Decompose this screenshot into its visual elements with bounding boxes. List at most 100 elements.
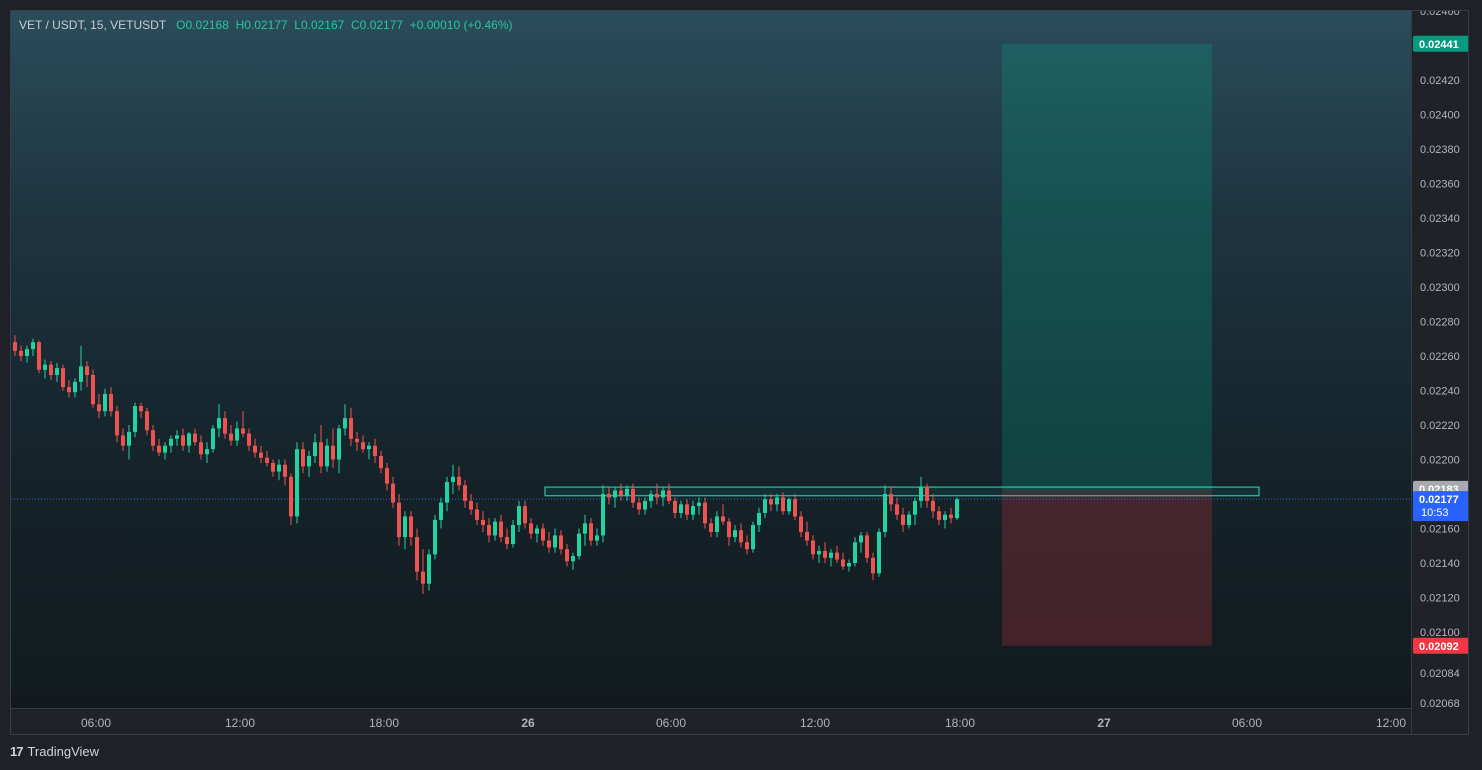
candle-body — [823, 550, 827, 558]
candle-body — [115, 411, 119, 436]
candle-body — [709, 523, 713, 532]
candle-body — [415, 537, 419, 572]
tradingview-brand[interactable]: 17 TradingView — [10, 744, 99, 759]
candle-body — [763, 499, 767, 513]
candle-body — [721, 516, 725, 522]
candle-body — [271, 462, 275, 472]
price-tick-label: 0.02200 — [1420, 455, 1460, 467]
price-tick-label: 0.02120 — [1420, 593, 1460, 605]
candle-body — [265, 457, 269, 463]
candle-body — [475, 509, 479, 520]
candle-body — [247, 433, 251, 446]
candle-body — [307, 456, 311, 467]
candle-body — [583, 523, 587, 534]
candle-body — [817, 550, 821, 555]
ohlc-change: +0.00010 (+0.46%) — [409, 18, 513, 32]
price-tick-label: 0.02420 — [1420, 75, 1460, 87]
candle-body — [145, 411, 149, 431]
chart-frame[interactable]: 0.024600.024400.024200.024000.023800.023… — [10, 10, 1469, 735]
candle-body — [811, 540, 815, 555]
candle-body — [661, 490, 665, 498]
plot-area[interactable] — [11, 11, 1411, 708]
time-axis[interactable]: 06:00 12:00 18:00 26 06:00 12:00 18:00 27 06:00 1… — [11, 708, 1411, 734]
candle-body — [91, 374, 95, 405]
candle-body — [61, 368, 65, 388]
candle-body — [355, 438, 359, 443]
candle-body — [439, 502, 443, 520]
candle-body — [727, 521, 731, 538]
time-tick-label: 18:00 — [945, 716, 975, 730]
candle-body — [67, 387, 71, 393]
brand-name: TradingView — [27, 744, 100, 759]
candle-body — [421, 571, 425, 584]
candle-body — [589, 523, 593, 541]
time-tick-label: 12:00 — [1376, 716, 1406, 730]
price-tick-label: 0.02400 — [1420, 110, 1460, 122]
candle-body — [697, 502, 701, 507]
candle-body — [847, 563, 851, 567]
ohlc-close: C0.02177 — [351, 18, 404, 32]
time-tick-label: 06:00 — [656, 716, 686, 730]
candle-body — [577, 533, 581, 557]
candle-body — [319, 442, 323, 467]
candle-body — [151, 430, 155, 446]
time-tick-label: 06:00 — [81, 716, 111, 730]
candle-body — [679, 504, 683, 513]
candle-body — [505, 537, 509, 545]
candle-body — [625, 488, 629, 496]
candle-body — [799, 516, 803, 532]
candle-body — [601, 494, 605, 536]
candle-body — [373, 445, 377, 457]
candle-body — [379, 456, 383, 469]
candle-body — [139, 406, 143, 412]
candlestick-chart[interactable] — [11, 11, 1411, 708]
candle-body — [769, 499, 773, 505]
candle-body — [637, 502, 641, 510]
candle-body — [427, 554, 431, 584]
candle-body — [745, 542, 749, 550]
candle-body — [127, 431, 131, 446]
candle-body — [907, 514, 911, 526]
symbol-label[interactable]: VET / USDT, 15, VETUSDT — [19, 18, 167, 32]
time-tick-label: 18:00 — [369, 716, 399, 730]
candle-body — [409, 516, 413, 538]
candle-body — [73, 381, 77, 393]
candle-body — [313, 442, 317, 457]
current-price-tag-bg — [1413, 491, 1468, 522]
candle-body — [343, 418, 347, 429]
resistance-zone — [544, 486, 1260, 497]
candle-body — [841, 559, 845, 567]
candle-body — [49, 364, 53, 375]
price-tick-label: 0.02160 — [1420, 524, 1460, 536]
time-tick-label: 12:00 — [800, 716, 830, 730]
candle-body — [109, 393, 113, 412]
stop-price-tag-bg — [1413, 637, 1468, 654]
candle-body — [445, 481, 449, 503]
candle-body — [97, 404, 101, 412]
candle-body — [217, 418, 221, 429]
ohlc-open: O0.02168 — [176, 18, 229, 32]
candle-body — [547, 540, 551, 548]
candle-body — [487, 525, 491, 536]
candle-body — [169, 438, 173, 446]
candle-body — [337, 428, 341, 460]
candle-body — [919, 487, 923, 501]
candle-body — [361, 442, 365, 450]
candle-body — [469, 500, 473, 510]
candle-body — [703, 502, 707, 524]
candle-body — [223, 418, 227, 434]
candle-body — [391, 483, 395, 503]
price-tick-label: 0.02340 — [1420, 213, 1460, 225]
candle-body — [187, 433, 191, 446]
candle-body — [181, 435, 185, 446]
candle-body — [883, 494, 887, 532]
candle-body — [325, 445, 329, 467]
candle-body — [367, 445, 371, 450]
candle-body — [559, 535, 563, 550]
candle-body — [451, 476, 455, 482]
candle-body — [295, 449, 299, 517]
candle-body — [835, 552, 839, 560]
stop-zone — [1002, 490, 1212, 646]
candle-body — [163, 445, 167, 453]
price-axis[interactable]: 0.024600.024400.024200.024000.023800.023… — [1411, 11, 1468, 734]
